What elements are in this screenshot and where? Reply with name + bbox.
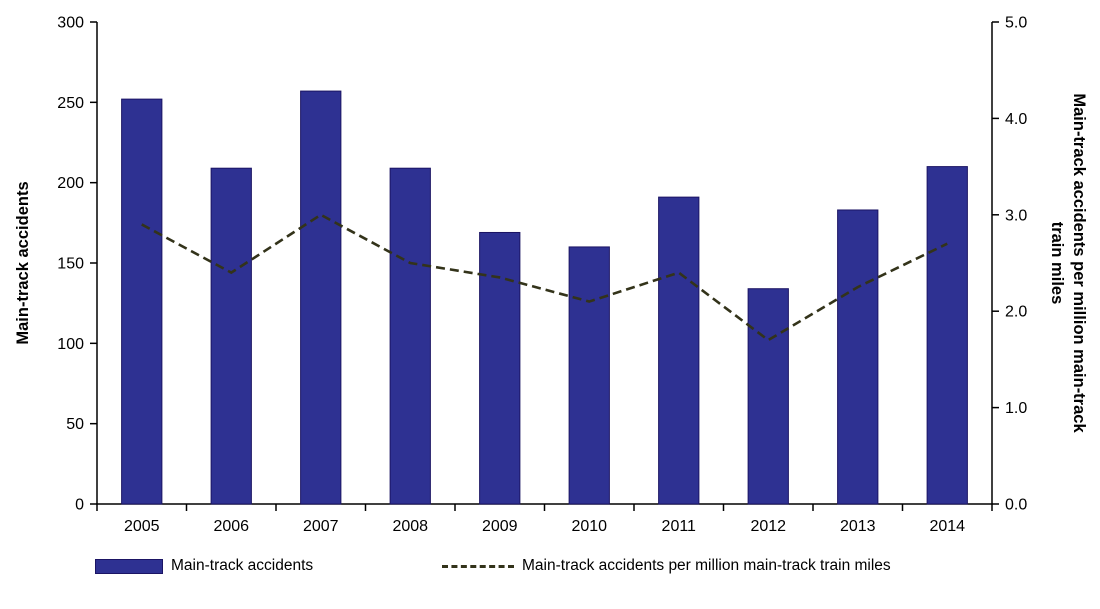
bar-legend-swatch [95,558,163,574]
line-legend-swatch [442,564,514,568]
x-axis-tick-label: 2008 [392,518,428,535]
bar-2005 [121,98,163,505]
legend-label-accidents: Main-track accidents [171,557,314,574]
right-axis-title-line1: Main-track accidents per million main-tr… [1070,93,1088,433]
rate-line [141,213,948,342]
legend: Main-track accidents Main-track accident… [0,551,1100,581]
left-axis-tick-label: 100 [57,336,84,353]
x-axis-tick-label: 2013 [840,518,876,535]
bar-2010 [568,246,610,505]
left-axis-tick-label: 150 [57,256,84,273]
right-axis-tick-label: 0.0 [1005,497,1027,514]
right-axis-tick-label: 3.0 [1005,207,1027,224]
bar-2006 [210,167,252,505]
x-axis-tick-label: 2014 [929,518,965,535]
legend-item-rate: Main-track accidents per million main-tr… [442,551,891,581]
x-axis-tick-label: 2009 [482,518,518,535]
x-axis-tick-label: 2006 [213,518,249,535]
bar-2011 [658,196,700,505]
legend-label-rate: Main-track accidents per million main-tr… [522,557,891,574]
left-axis-tick-label: 0 [75,497,84,514]
right-axis-tick-label: 1.0 [1005,400,1027,417]
x-axis-tick-label: 2007 [303,518,339,535]
right-axis-tick-label: 5.0 [1005,15,1027,32]
bar-2009 [479,231,521,505]
left-axis-tick-label: 300 [57,15,84,32]
x-axis-tick-label: 2011 [662,518,697,535]
legend-item-accidents: Main-track accidents [95,551,313,581]
right-axis-tick-label: 2.0 [1005,304,1027,321]
left-axis-tick-label: 250 [57,95,84,112]
bar-2012 [747,288,789,505]
bar-2014 [926,166,968,505]
bar-2013 [837,209,879,505]
right-axis-tick-label: 4.0 [1005,111,1027,128]
bar-2008 [389,167,431,505]
x-axis-tick-label: 2010 [571,518,607,535]
bars-series [121,90,968,505]
left-axis-tick-label: 200 [57,175,84,192]
x-axis-tick-label: 2012 [750,518,786,535]
axis-tick-labels: 300 250 200 150 100 50 0 5.0 4.0 3.0 2.0 1.0 0.0 2005… [57,15,1027,536]
axis-titles: Main-track accidents Main-track accidents… [14,93,1088,433]
left-axis-title: Main-track accidents [14,181,32,344]
bar-2007 [300,90,342,505]
x-axis-tick-label: 2005 [124,518,160,535]
right-axis-title-line2: train miles [1048,222,1066,305]
chart-plot-area: 300 250 200 150 100 50 0 5.0 4.0 3.0 2.0 1.0 0.0 2005… [14,15,1088,536]
left-axis-tick-label: 50 [66,416,84,433]
